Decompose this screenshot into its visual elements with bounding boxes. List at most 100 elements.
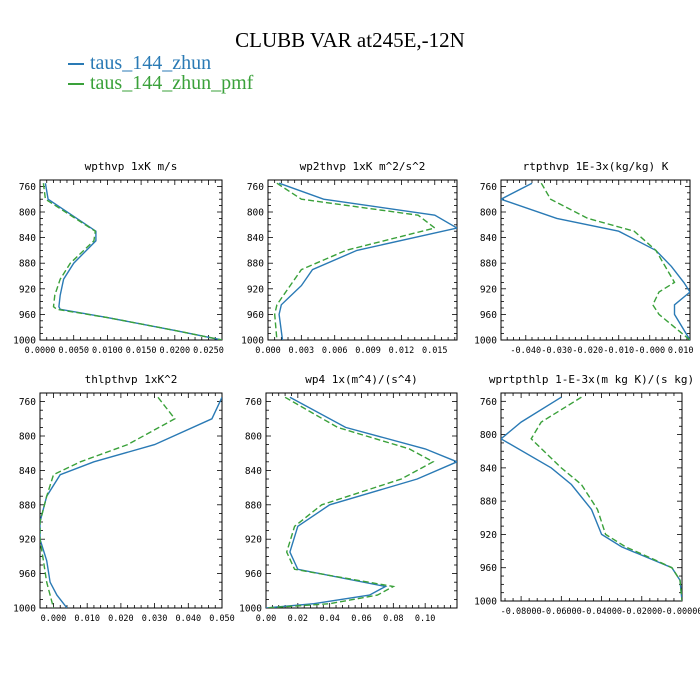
ytick-label: 1000 xyxy=(241,336,264,347)
xtick-label: -0.000 xyxy=(634,346,665,356)
ytick-label: 1000 xyxy=(13,336,36,347)
subplot-5-frame xyxy=(265,392,458,609)
ytick-label: 760 xyxy=(480,397,497,408)
xtick-label: 0.010 xyxy=(74,614,100,624)
xtick-label: 0.030 xyxy=(142,614,168,624)
subplot-3-frame xyxy=(500,179,691,341)
ytick-label: 960 xyxy=(480,563,497,574)
xtick-label: 0.003 xyxy=(289,346,315,356)
xtick-label: -0.02000 xyxy=(621,607,662,617)
legend-entry-1: taus_144_zhun xyxy=(68,52,211,75)
ytick-label: 880 xyxy=(480,497,497,508)
ytick-label: 920 xyxy=(247,284,264,295)
xtick-label: 0.02 xyxy=(288,614,308,624)
subplot-2-frame xyxy=(267,179,458,341)
subplot-2: wp2thvp 1xK m^2/s^2 760 800 840 880 920 960 100… xyxy=(241,160,458,356)
ytick-label: 920 xyxy=(480,530,497,541)
subplot-4-series-2 xyxy=(40,396,176,608)
xtick-label: 0.06 xyxy=(351,614,371,624)
subplot-4-title: thlpthvp 1xK^2 xyxy=(85,373,178,386)
ytick-label: 840 xyxy=(480,233,497,244)
legend-line-1 xyxy=(68,63,84,66)
xtick-label: 0.009 xyxy=(355,346,381,356)
subplot-6-series-2 xyxy=(530,396,682,601)
ytick-label: 960 xyxy=(19,310,36,321)
xtick-label: 0.040 xyxy=(175,614,201,624)
ytick-label: 760 xyxy=(247,182,264,193)
ytick-label: 920 xyxy=(245,535,262,546)
ytick-label: 920 xyxy=(19,535,36,546)
ytick-label: 800 xyxy=(19,432,36,443)
xtick-label: 0.0100 xyxy=(92,346,123,356)
subplot-4-series-1 xyxy=(40,397,222,608)
xtick-label: 0.000 xyxy=(41,614,67,624)
ytick-label: 800 xyxy=(245,432,262,443)
ytick-label: 760 xyxy=(245,397,262,408)
ytick-label: 960 xyxy=(245,569,262,580)
subplot-5-title: wp4 1x(m^4)/(s^4) xyxy=(305,373,418,386)
ytick-label: 840 xyxy=(19,233,36,244)
subplot-1-series-1 xyxy=(44,183,222,340)
xtick-label: 0.04 xyxy=(319,614,339,624)
ytick-label: 960 xyxy=(480,310,497,321)
subplot-5-series-2 xyxy=(266,396,435,608)
ytick-label: 760 xyxy=(19,397,36,408)
ytick-label: 1000 xyxy=(474,336,497,347)
ytick-label: 920 xyxy=(480,284,497,295)
xtick-label: -0.030 xyxy=(541,346,572,356)
subplot-2-title: wp2thvp 1xK m^2/s^2 xyxy=(300,160,426,173)
subplot-5: wp4 1x(m^4)/(s^4)76080084088092096010000… xyxy=(239,373,458,624)
xtick-label: 0.0200 xyxy=(159,346,190,356)
subplot-4: thlpthvp 1xK^2 760 800 840 880 920 960 1000 0.00… xyxy=(13,373,235,624)
xtick-label: -0.06000 xyxy=(541,607,582,617)
subplot-5-series-1 xyxy=(266,396,457,608)
xtick-label: -0.04000 xyxy=(581,607,622,617)
xtick-label: 0.015 xyxy=(422,346,448,356)
xtick-label: 0.012 xyxy=(389,346,415,356)
subplot-1-frame xyxy=(39,179,223,341)
subplot-3-series-2 xyxy=(540,182,690,340)
ytick-label: 1000 xyxy=(239,604,262,615)
xtick-label: -0.08000 xyxy=(501,607,542,617)
ytick-label: 840 xyxy=(245,466,262,477)
subplot-3-series-1 xyxy=(501,182,690,340)
legend-label-2: taus_144_zhun_pmf xyxy=(90,72,254,94)
xtick-label: 0.006 xyxy=(322,346,348,356)
subplot-1-title: wpthvp 1xK m/s xyxy=(85,160,178,173)
xtick-label: 0.000 xyxy=(255,346,281,356)
subplot-4-frame xyxy=(39,392,223,609)
ytick-label: 1000 xyxy=(474,597,497,608)
legend-entry-2: taus_144_zhun_pmf xyxy=(68,72,253,95)
ytick-label: 760 xyxy=(19,182,36,193)
ytick-label: 1000 xyxy=(13,604,36,615)
xtick-label: -0.010 xyxy=(603,346,634,356)
xtick-label: 0.020 xyxy=(108,614,134,624)
subplot-6-frame xyxy=(500,392,683,602)
xtick-label: 0.08 xyxy=(383,614,403,624)
ytick-label: 800 xyxy=(480,430,497,441)
xtick-label: -0.020 xyxy=(572,346,603,356)
subplot-1-series-2 xyxy=(42,183,222,340)
figure-title: CLUBB VAR at245E,-12N xyxy=(235,28,465,52)
ytick-label: 840 xyxy=(480,463,497,474)
ytick-label: 880 xyxy=(247,259,264,270)
ytick-label: 800 xyxy=(247,208,264,219)
xtick-label: 0.010 xyxy=(668,346,694,356)
subplot-2-series-2 xyxy=(273,182,437,340)
xtick-label: 0.0000 xyxy=(25,346,56,356)
ytick-label: 840 xyxy=(247,233,264,244)
xtick-label: 0.0250 xyxy=(193,346,224,356)
ytick-label: 880 xyxy=(480,259,497,270)
subplot-1: wpthvp 1xK m/s76080084088092096010000.00… xyxy=(13,160,224,356)
ytick-label: 880 xyxy=(19,259,36,270)
ytick-label: 960 xyxy=(247,310,264,321)
xtick-label: 0.0150 xyxy=(126,346,157,356)
ytick-label: 880 xyxy=(19,500,36,511)
xtick-label: 0.050 xyxy=(209,614,235,624)
ytick-label: 800 xyxy=(19,208,36,219)
xtick-label: -0.00000 xyxy=(662,607,700,617)
subplot-3-title: rtpthvp 1E-3x(kg/kg) K xyxy=(523,160,669,173)
ytick-label: 800 xyxy=(480,208,497,219)
